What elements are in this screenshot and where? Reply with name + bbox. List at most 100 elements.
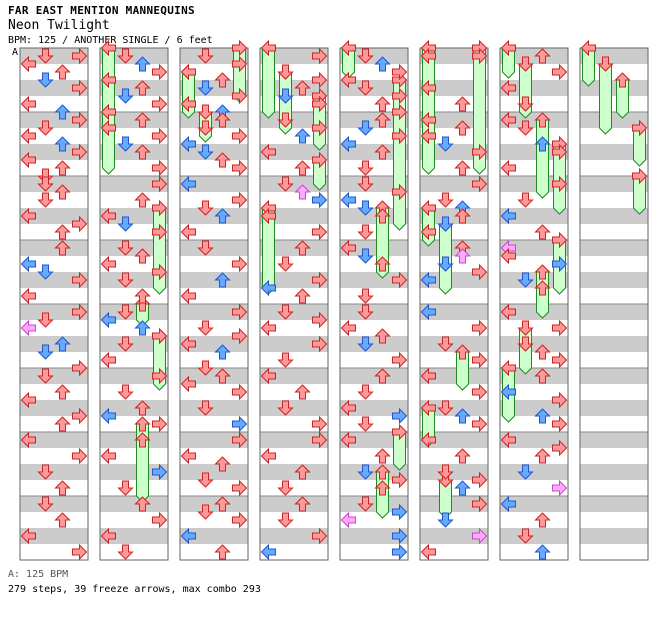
step-arrow-right — [152, 511, 168, 529]
beat-stripe — [580, 48, 648, 64]
step-arrow-up — [134, 400, 151, 416]
beat-stripe — [180, 240, 248, 256]
freeze-head-arrow — [392, 423, 408, 441]
beat-stripe — [180, 176, 248, 192]
step-arrow-right — [552, 255, 568, 273]
step-arrow-left — [20, 207, 36, 225]
beat-stripe — [500, 208, 568, 224]
freeze-head-arrow — [312, 151, 328, 169]
step-arrow-down — [117, 88, 134, 104]
step-arrow-left — [500, 383, 516, 401]
step-arrow-down — [197, 120, 214, 136]
beat-stripe — [100, 400, 168, 416]
step-arrow-right — [152, 463, 168, 481]
step-arrow-up — [294, 80, 311, 96]
beat-stripe — [420, 368, 488, 384]
step-arrow-up — [54, 336, 71, 352]
freeze-head-arrow — [420, 399, 436, 417]
beat-stripe — [580, 400, 648, 416]
step-arrow-right — [232, 479, 248, 497]
freeze-head-arrow — [340, 39, 356, 57]
step-arrow-left — [100, 255, 116, 273]
freeze-head-arrow — [232, 39, 248, 57]
beat-stripe — [340, 48, 408, 64]
step-arrow-left — [180, 63, 196, 81]
step-arrow-up — [54, 64, 71, 80]
step-arrow-left — [340, 431, 356, 449]
step-arrow-down — [277, 256, 294, 272]
step-arrow-up — [214, 152, 231, 168]
step-arrow-down — [517, 464, 534, 480]
freeze-head-arrow — [260, 39, 276, 57]
step-arrow-up — [214, 544, 231, 560]
freeze-head-arrow — [614, 72, 631, 88]
step-arrow-up — [214, 344, 231, 360]
step-arrow-right — [312, 71, 328, 89]
beat-stripe — [100, 80, 168, 96]
beat-stripe — [20, 240, 88, 256]
beat-stripe — [180, 272, 248, 288]
beat-stripe — [180, 208, 248, 224]
step-arrow-down — [197, 504, 214, 520]
step-arrow-left — [500, 495, 516, 513]
step-arrow-left — [100, 407, 116, 425]
step-arrow-up — [534, 544, 551, 560]
step-arrow-right — [392, 63, 408, 81]
beat-stripe — [340, 432, 408, 448]
step-arrow-down — [197, 240, 214, 256]
step-arrow-right — [152, 63, 168, 81]
step-arrow-left — [180, 175, 196, 193]
step-arrow-up — [134, 320, 151, 336]
step-arrow-up — [534, 48, 551, 64]
beat-stripe — [500, 304, 568, 320]
step-arrow-left — [180, 335, 196, 353]
step-arrow-down — [117, 480, 134, 496]
step-arrow-down — [37, 120, 54, 136]
step-arrow-left — [260, 367, 276, 385]
step-arrow-up — [454, 96, 471, 112]
beat-stripe — [100, 240, 168, 256]
beat-stripe — [500, 336, 568, 352]
step-arrow-down — [277, 400, 294, 416]
step-arrow-up — [534, 512, 551, 528]
step-arrow-left — [500, 111, 516, 129]
step-arrow-up — [214, 208, 231, 224]
step-arrow-up — [534, 224, 551, 240]
step-arrow-right — [312, 223, 328, 241]
beat-stripe — [20, 400, 88, 416]
beat-stripe — [420, 464, 488, 480]
freeze-arrow — [262, 47, 275, 119]
step-arrow-right — [472, 415, 488, 433]
freeze-head-arrow — [100, 39, 116, 57]
step-arrow-right — [312, 95, 328, 113]
step-arrow-right — [72, 47, 88, 65]
step-arrow-down — [37, 344, 54, 360]
step-arrow-down — [37, 368, 54, 384]
step-arrow-left — [420, 111, 436, 129]
freeze-head-arrow — [454, 344, 471, 360]
column-border — [579, 47, 649, 561]
step-arrow-left — [180, 527, 196, 545]
beat-stripe — [180, 336, 248, 352]
beat-stripe — [260, 272, 328, 288]
step-arrow-down — [437, 192, 454, 208]
beat-stripe — [260, 432, 328, 448]
step-arrow-right — [552, 439, 568, 457]
chart-stats: 279 steps, 39 freeze arrows, max combo 2… — [8, 584, 261, 595]
step-arrow-right — [472, 143, 488, 161]
beat-stripe — [340, 368, 408, 384]
step-arrow-up — [54, 184, 71, 200]
step-arrow-up — [54, 104, 71, 120]
beat-stripe — [20, 48, 88, 64]
beat-stripe — [340, 400, 408, 416]
step-arrow-down — [357, 336, 374, 352]
step-arrow-down — [197, 320, 214, 336]
beat-stripe — [260, 496, 328, 512]
step-arrow-left — [500, 247, 516, 265]
beat-stripe — [180, 400, 248, 416]
beat-stripe — [20, 176, 88, 192]
step-arrow-right — [472, 319, 488, 337]
step-arrow-left — [20, 391, 36, 409]
step-arrow-left — [20, 55, 36, 73]
step-arrow-down — [277, 64, 294, 80]
